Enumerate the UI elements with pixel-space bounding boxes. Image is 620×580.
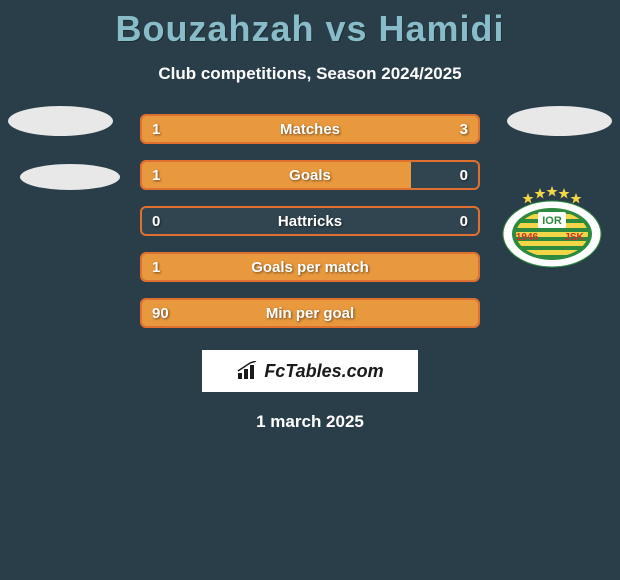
stat-label: Hattricks (142, 213, 478, 230)
page-title: Bouzahzah vs Hamidi (0, 0, 620, 50)
svg-text:IOR: IOR (542, 215, 562, 227)
brand-badge: FcTables.com (202, 350, 418, 392)
stat-row: 1Goals0 (140, 160, 480, 190)
stat-label: Min per goal (142, 305, 478, 322)
brand-text: FcTables.com (264, 361, 383, 382)
stat-row: 1Goals per match (140, 252, 480, 282)
date-label: 1 march 2025 (0, 412, 620, 432)
player-right-avatar (507, 106, 612, 136)
comparison-chart: IOR 1946 JSK 1Matches31Goals00Hattricks0… (0, 114, 620, 328)
avatar-placeholder-icon (20, 164, 120, 190)
stat-value-right: 0 (460, 167, 468, 184)
stat-row: 90Min per goal (140, 298, 480, 328)
player-left-avatar (8, 106, 120, 190)
club-logo: IOR 1946 JSK (502, 184, 602, 268)
stat-value-right: 0 (460, 213, 468, 230)
bars-chart-icon (236, 361, 260, 381)
stat-label: Matches (142, 121, 478, 138)
svg-text:1946: 1946 (516, 232, 539, 243)
avatar-placeholder-icon (8, 106, 113, 136)
svg-text:JSK: JSK (564, 232, 584, 243)
avatar-placeholder-icon (507, 106, 612, 136)
stat-row: 0Hattricks0 (140, 206, 480, 236)
stat-label: Goals (142, 167, 478, 184)
stat-value-right: 3 (460, 121, 468, 138)
subtitle: Club competitions, Season 2024/2025 (0, 64, 620, 84)
stat-label: Goals per match (142, 259, 478, 276)
stat-row: 1Matches3 (140, 114, 480, 144)
